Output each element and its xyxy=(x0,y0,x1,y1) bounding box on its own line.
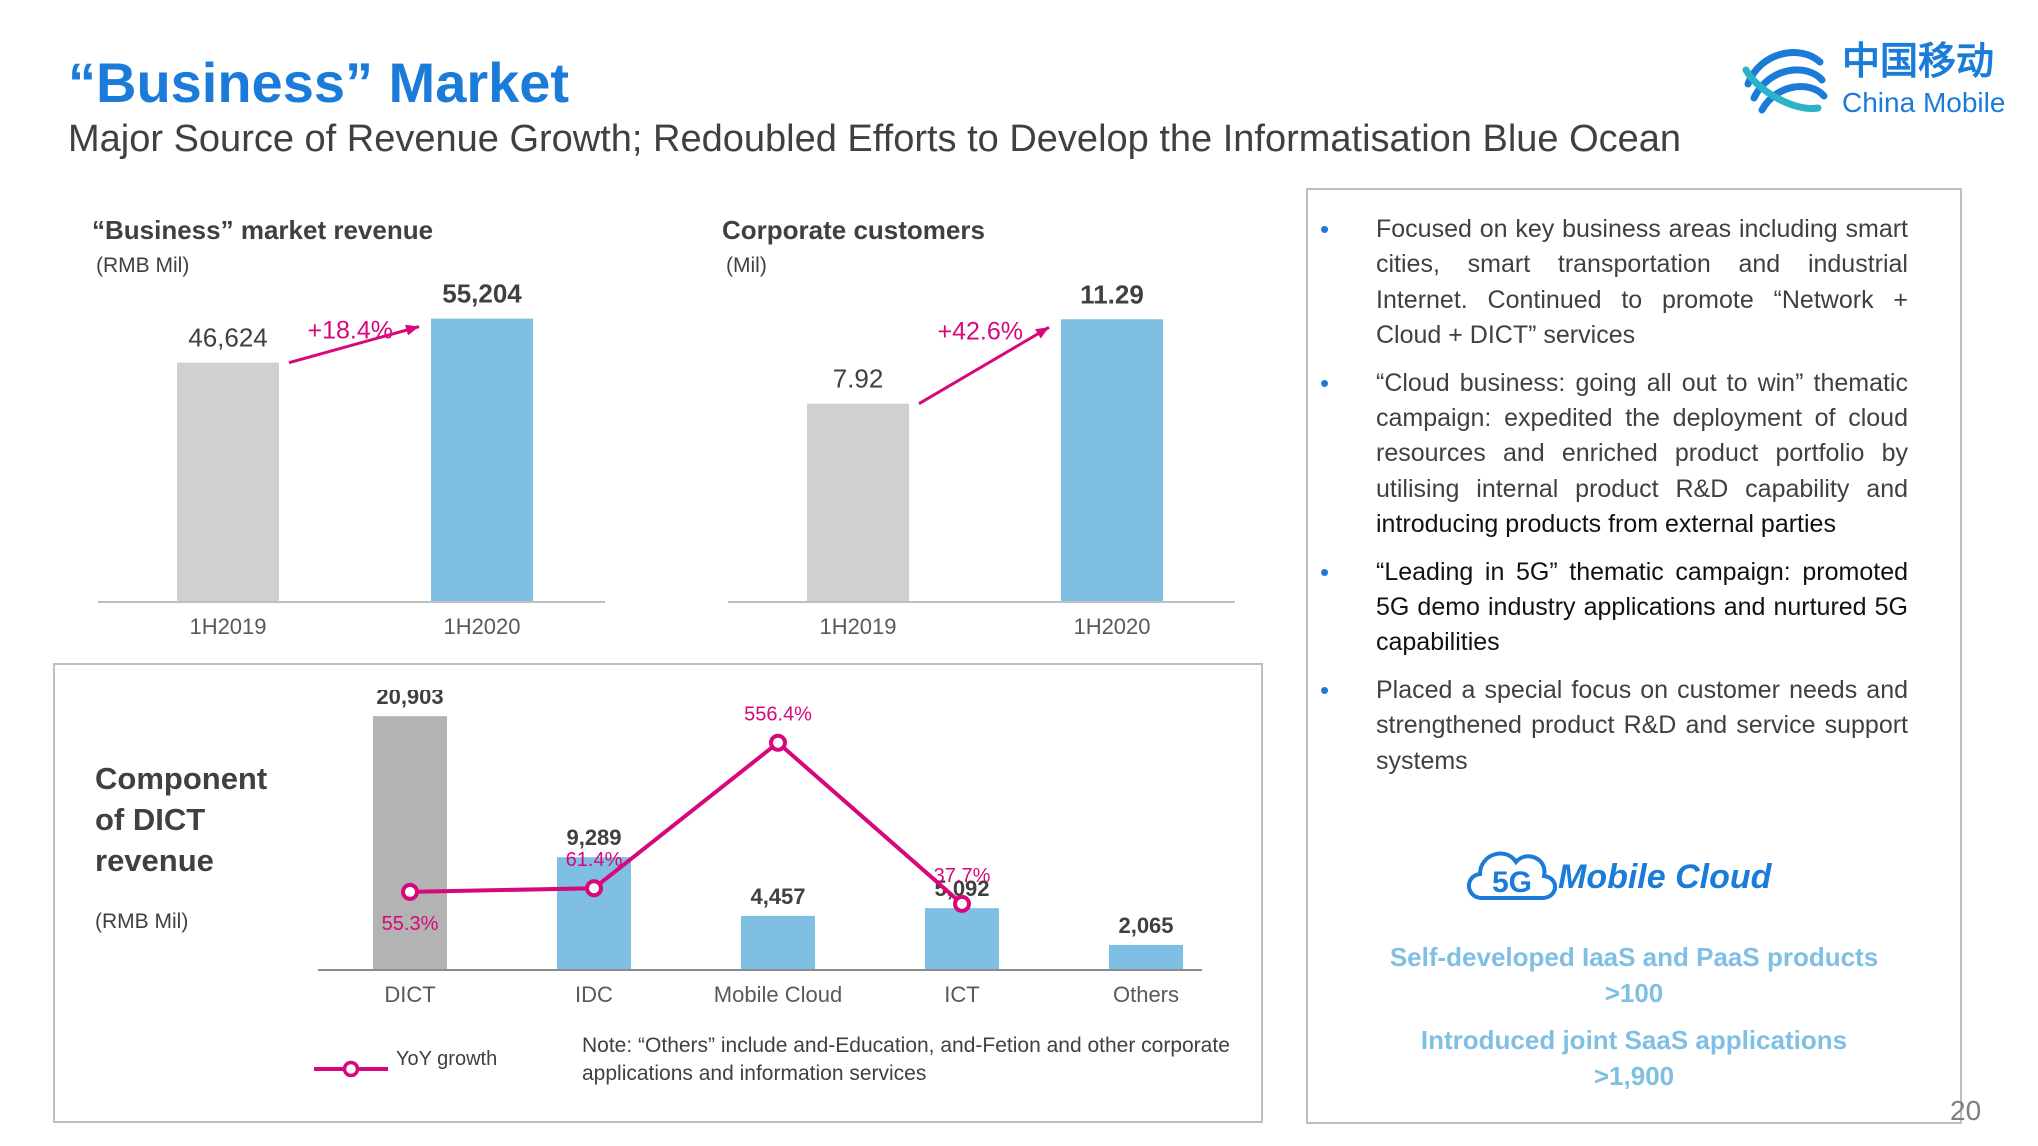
bullet-item: Placed a special focus on customer needs… xyxy=(1318,673,1908,779)
revenue-growth-label: +18.4% xyxy=(308,317,394,345)
dict-tick-label: Others xyxy=(1113,982,1179,1007)
customers-growth-arrow xyxy=(918,325,1050,405)
customers-growth-label: +42.6% xyxy=(938,317,1024,345)
page-title: “Business” Market xyxy=(68,51,570,114)
yoy-growth-line xyxy=(409,740,964,906)
china-mobile-logo: 中国移动 China Mobile xyxy=(1742,41,2005,118)
customers-tick-label: 1H2019 xyxy=(819,614,896,639)
logo-cn-text: 中国移动 xyxy=(1842,41,1994,83)
dict-value-label: 4,457 xyxy=(750,884,805,909)
revenue-chart-unit: (RMB Mil) xyxy=(96,254,190,277)
stat-value: >1,900 xyxy=(1593,1061,1675,1091)
bullet-item: Focused on key business areas including … xyxy=(1318,212,1908,354)
legend-yoy-label: YoY growth xyxy=(396,1048,498,1070)
customers-value-label: 7.92 xyxy=(833,364,884,394)
logo-mark-icon xyxy=(1742,49,1828,114)
dict-bar-others xyxy=(1109,944,1183,970)
dict-tick-label: Mobile Cloud xyxy=(714,982,842,1007)
dict-bar-idc xyxy=(557,857,631,970)
legend-yoy-marker-icon xyxy=(314,1060,388,1078)
stat-label: Introduced joint SaaS applications xyxy=(1420,1025,1848,1055)
5g-cloud-icon: 5G xyxy=(1467,851,1557,900)
highlights-list: Focused on key business areas including … xyxy=(1318,212,1908,791)
yoy-growth-point xyxy=(585,879,603,898)
highlights-panel xyxy=(1306,188,1962,1124)
yoy-growth-label: 55.3% xyxy=(382,913,439,935)
customers-bar-chart: 7.92 1H2019 11.29 1H2020 +42.6% xyxy=(728,280,1235,639)
revenue-chart-title: “Business” market revenue xyxy=(92,215,434,245)
bullet-item: “Cloud business: going all out to win” t… xyxy=(1318,366,1908,543)
yoy-growth-point xyxy=(953,894,971,913)
logo-en-text: China Mobile xyxy=(1842,87,2005,118)
customers-tick-label: 1H2020 xyxy=(1073,614,1150,639)
dict-value-label: 9,289 xyxy=(566,825,621,850)
yoy-growth-point xyxy=(401,882,419,901)
dict-bar-ict xyxy=(925,908,999,970)
bullet-item: “Leading in 5G” thematic campaign: promo… xyxy=(1318,555,1908,661)
yoy-growth-label: 37.7% xyxy=(934,865,991,887)
revenue-tick-label: 1H2019 xyxy=(189,614,266,639)
page-number: 20 xyxy=(1950,1095,1982,1126)
revenue-value-label: 46,624 xyxy=(188,323,268,353)
customers-value-label: 11.29 xyxy=(1080,280,1144,309)
revenue-value-label: 55,204 xyxy=(442,280,522,309)
revenue-tick-label: 1H2020 xyxy=(443,614,520,639)
revenue-growth-arrowhead xyxy=(405,324,419,336)
stat-value: >100 xyxy=(1604,978,1664,1008)
dict-value-label: 20,903 xyxy=(376,690,443,709)
dict-chart-box xyxy=(53,663,1263,1123)
customers-bar-1H2019 xyxy=(807,403,909,602)
revenue-bar-chart: 46,624 1H2019 55,204 1H2020 +18.4% xyxy=(98,280,605,639)
dict-bar-dict xyxy=(373,716,447,970)
stat-label: Self-developed IaaS and PaaS products xyxy=(1389,942,1879,972)
5g-badge-text: 5G xyxy=(1492,866,1532,899)
customers-bar-1H2020 xyxy=(1061,319,1163,602)
dict-chart-unit: (RMB Mil) xyxy=(95,910,189,933)
page-subtitle: Major Source of Revenue Growth; Redouble… xyxy=(68,118,1682,160)
dict-value-label: 2,065 xyxy=(1118,913,1173,938)
customers-chart-unit: (Mil) xyxy=(726,254,767,277)
dict-tick-label: IDC xyxy=(575,982,613,1007)
mobile-cloud-brand: Mobile Cloud xyxy=(1558,858,1772,896)
dict-note: Note: “Others” include and-Education, an… xyxy=(582,1034,1230,1085)
dict-tick-label: ICT xyxy=(944,982,979,1007)
yoy-growth-label: 61.4% xyxy=(566,849,623,871)
customers-growth-arrowhead xyxy=(1035,327,1049,339)
revenue-growth-arrow xyxy=(288,325,420,365)
revenue-bar-1H2019 xyxy=(177,362,279,602)
customers-chart-title: Corporate customers xyxy=(722,215,985,245)
yoy-growth-label: 556.4% xyxy=(744,704,812,726)
dict-tick-label: DICT xyxy=(384,982,435,1007)
yoy-growth-point xyxy=(769,733,787,752)
dict-chart-title: Component of DICT revenue xyxy=(95,761,268,878)
revenue-bar-1H2020 xyxy=(431,318,533,602)
dict-bar-mobile-cloud xyxy=(741,915,815,970)
